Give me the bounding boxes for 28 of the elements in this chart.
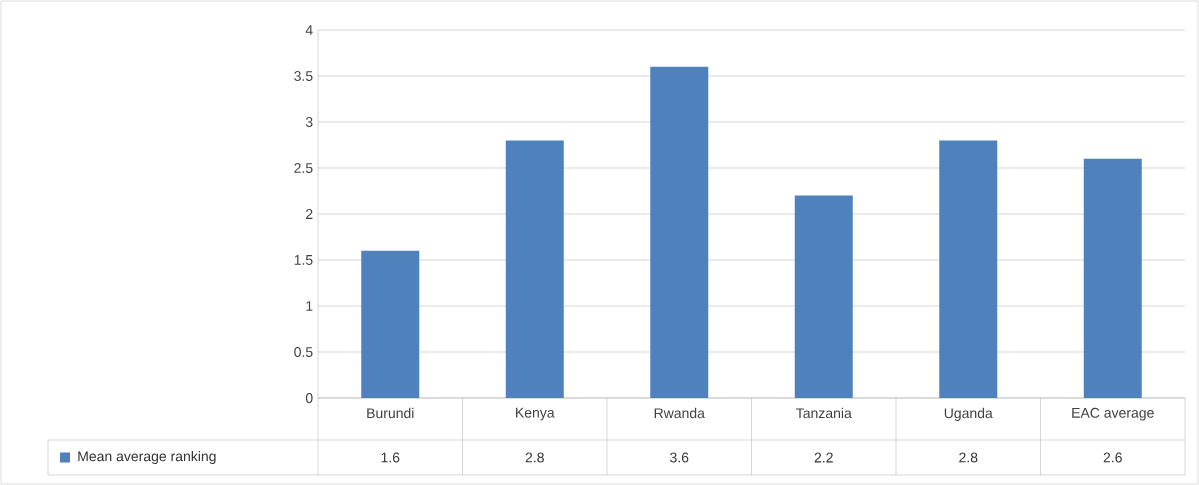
x-tick-label: Tanzania: [796, 407, 852, 419]
y-tick-label: 0: [305, 393, 313, 403]
bar: [1083, 158, 1142, 398]
y-tick-label: 0.5: [294, 347, 313, 357]
y-tick-label: 2: [306, 209, 313, 219]
y-tick-label: 3: [305, 117, 313, 127]
data-label: 3.6: [670, 452, 689, 463]
y-tick-label: 1.5: [294, 255, 313, 265]
y-tick-label: 1: [306, 301, 313, 311]
x-tick-label: Rwanda: [654, 407, 705, 419]
x-tick-label: Kenya: [516, 407, 555, 421]
bar: [505, 140, 564, 398]
data-label: 1.6: [381, 452, 400, 463]
data-label: 2.2: [814, 452, 833, 463]
bar: [650, 66, 709, 398]
x-tick-label: EAC average: [1072, 407, 1154, 421]
data-label: 2.6: [1103, 452, 1122, 463]
bar: [939, 140, 998, 398]
y-tick-label: 2.5: [294, 163, 313, 173]
x-tick-label: Burundi: [367, 407, 414, 419]
y-tick-label: 3.5: [294, 71, 313, 81]
bar: [794, 195, 853, 398]
y-tick-label: 4: [305, 25, 313, 35]
data-label: 2.8: [525, 452, 544, 463]
legend-label: Mean average ranking: [78, 450, 216, 465]
data-label: 2.8: [959, 452, 978, 463]
x-tick-label: Uganda: [944, 407, 993, 421]
bar: [361, 250, 420, 398]
